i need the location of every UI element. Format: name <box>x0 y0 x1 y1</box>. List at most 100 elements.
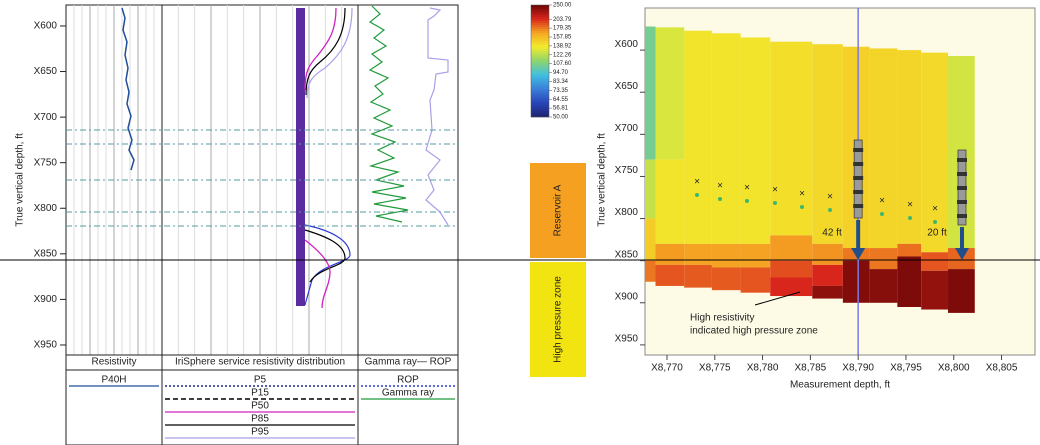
heat-cell <box>770 277 813 297</box>
colorbar-slice <box>531 37 549 40</box>
y-tick-label: X900 <box>34 294 58 305</box>
heat-cell <box>812 44 843 244</box>
p50-curve <box>304 7 337 91</box>
colorbar-slice <box>531 97 549 100</box>
legend-label: P95 <box>251 427 269 438</box>
heat-cell <box>645 159 656 219</box>
y-tick-label: X700 <box>615 123 639 134</box>
colorbar-label: 122.26 <box>553 52 572 58</box>
heat-cell <box>897 50 922 244</box>
colorbar-slice <box>531 69 549 72</box>
tool-collar <box>957 200 967 204</box>
heat-cell <box>684 243 712 265</box>
marker-x: × <box>879 196 885 207</box>
resistivity-curve <box>121 7 135 171</box>
heat-cell <box>655 243 685 265</box>
x-tick-label: X8,800 <box>938 363 970 374</box>
heat-cell <box>869 269 898 303</box>
colorbar-label: 64.55 <box>553 97 569 103</box>
tool-collar <box>853 190 864 194</box>
annotation: 20 ft <box>927 228 947 239</box>
colorbar-slice <box>531 9 549 12</box>
formation-lines <box>66 129 458 227</box>
heat-cell <box>711 267 741 291</box>
colorbar-slice <box>531 57 549 60</box>
heat-cell <box>740 37 771 244</box>
colorbar-slice <box>531 25 549 28</box>
heat-cell <box>711 243 741 268</box>
colorbar-slice <box>531 75 549 78</box>
colorbar-slice <box>531 99 549 102</box>
tool-collar <box>853 148 864 152</box>
x-tick-label: X8,790 <box>842 363 874 374</box>
arrow-head <box>851 248 866 260</box>
colorbar-slice <box>531 79 549 82</box>
colorbar-slice <box>531 81 549 84</box>
x-tick-label: X8,795 <box>890 363 922 374</box>
heat-cell <box>770 260 813 278</box>
colorbar-slice <box>531 83 549 86</box>
heat-cell <box>948 269 975 313</box>
zone-box <box>530 262 586 377</box>
heat-cell <box>897 256 922 307</box>
zone-box <box>530 163 586 258</box>
y-tick-label: X900 <box>615 291 639 302</box>
colorbar-slice <box>531 17 549 20</box>
p95-curve <box>306 7 353 99</box>
colorbar-slice <box>531 11 549 14</box>
colorbar-slice <box>531 43 549 46</box>
colorbar-slice <box>531 59 549 62</box>
heat-cell <box>869 48 898 249</box>
colorbar-slice <box>531 55 549 58</box>
tool-collar <box>957 172 967 176</box>
y-tick-label: X950 <box>615 334 639 345</box>
colorbar-slice <box>531 85 549 88</box>
colorbar-slice <box>531 21 549 24</box>
heat-cell <box>711 33 741 244</box>
tool-collar <box>957 214 967 218</box>
zone-label: Reservoir A <box>553 184 564 236</box>
heat-cell <box>684 30 712 244</box>
heat-cell <box>770 41 813 236</box>
colorbar-slice <box>531 115 549 118</box>
marker-x: × <box>932 204 938 215</box>
p50-lower <box>304 239 331 309</box>
colorbar-slice <box>531 29 549 32</box>
marker-x: × <box>744 183 750 194</box>
marker-x: × <box>772 185 778 196</box>
heat-cell <box>897 243 922 257</box>
tool-collar <box>957 158 967 162</box>
colorbar-slice <box>531 103 549 106</box>
colorbar-slice <box>531 47 549 50</box>
colorbar-slice <box>531 53 549 56</box>
heat-cell <box>740 267 771 293</box>
legend-label: ROP <box>397 375 419 386</box>
legend-label: P85 <box>251 414 269 425</box>
heat-cell <box>645 26 656 160</box>
marker-dot <box>718 197 722 201</box>
y-tick-label: X750 <box>615 165 639 176</box>
heat-cell <box>740 243 771 268</box>
colorbar-slice <box>531 19 549 22</box>
tool-collar <box>853 176 864 180</box>
heat-cell <box>921 252 949 271</box>
annotation-leader <box>754 291 801 306</box>
heat-cell <box>812 285 843 299</box>
colorbar-slice <box>531 91 549 94</box>
colorbar-slice <box>531 49 549 52</box>
track-title: Resistivity <box>91 357 136 368</box>
colorbar-slice <box>531 101 549 104</box>
colorbar-slice <box>531 13 549 16</box>
colorbar-slice <box>531 77 549 80</box>
heat-cell <box>655 27 685 160</box>
annotation: 42 ft <box>822 228 842 239</box>
colorbar-slice <box>531 23 549 26</box>
rop-curve <box>425 7 449 226</box>
marker-dot <box>695 193 699 197</box>
colorbar-slice <box>531 35 549 38</box>
colorbar-slice <box>531 65 549 68</box>
colorbar-label: 50.00 <box>553 115 569 121</box>
colorbar-slice <box>531 27 549 30</box>
